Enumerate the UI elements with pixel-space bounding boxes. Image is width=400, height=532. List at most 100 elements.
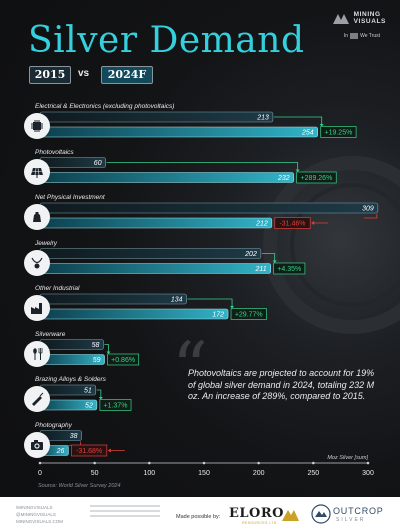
change-badge-circuit-chip bbox=[320, 126, 357, 138]
eloro-logo[interactable]: ELORO bbox=[229, 506, 285, 521]
x-tick-dot-6 bbox=[366, 461, 370, 465]
value-2015-spoon: 58 bbox=[92, 342, 100, 349]
change-badge-factory bbox=[230, 308, 267, 320]
eloro-mark-icon bbox=[282, 510, 299, 521]
bar-2015-factory bbox=[39, 293, 187, 305]
value-2024f-camera: 26 bbox=[56, 448, 65, 455]
change-label-circuit-chip: +19.25% bbox=[324, 130, 352, 137]
legend-2024f: 2024F bbox=[101, 66, 153, 84]
category-icon-circle bbox=[24, 249, 50, 276]
x-tick-label-0: 0 bbox=[38, 470, 42, 477]
source-note: Source: World Silver Survey 2024 bbox=[38, 483, 121, 489]
decor-ring bbox=[263, 156, 400, 334]
value-2015-necklace: 202 bbox=[244, 251, 257, 258]
solar-panel-icon bbox=[31, 167, 43, 178]
x-tick-label-1: 50 bbox=[91, 470, 99, 477]
bar-2015-circuit-chip bbox=[39, 111, 274, 123]
value-2024f-coins-bag: 212 bbox=[255, 221, 268, 228]
value-2024f-soldering: 52 bbox=[85, 403, 93, 410]
trust-tagline: In We Trust bbox=[344, 33, 380, 39]
change-label-necklace: +4.35% bbox=[277, 266, 301, 273]
trust-suffix: We Trust bbox=[360, 33, 380, 39]
value-2024f-factory: 172 bbox=[212, 312, 224, 319]
change-connector-factory bbox=[187, 298, 233, 308]
bar-2024f-solar-panel bbox=[39, 172, 294, 183]
category-label-camera: Photography bbox=[35, 421, 72, 429]
x-tick-label-4: 200 bbox=[253, 470, 265, 477]
camera-icon bbox=[31, 439, 43, 450]
change-badge-camera bbox=[71, 444, 108, 457]
bar-2024f-circuit-chip bbox=[39, 126, 319, 138]
necklace-icon bbox=[31, 257, 43, 268]
value-2015-solar-panel: 60 bbox=[94, 160, 102, 167]
x-tick-dot-2 bbox=[148, 461, 151, 465]
x-tick-label-2: 100 bbox=[143, 470, 155, 477]
category-icon-circle bbox=[24, 204, 50, 230]
category-label-necklace: Jewelry bbox=[35, 239, 58, 247]
change-connector-spoon bbox=[104, 344, 109, 354]
change-label-coins-bag: -31.46% bbox=[279, 221, 305, 228]
category-icon-circle bbox=[24, 113, 50, 139]
change-label-soldering: +1.37% bbox=[103, 403, 127, 410]
change-arrow-necklace bbox=[272, 260, 277, 263]
category-icon-circle bbox=[24, 158, 50, 185]
x-tick-dot-5 bbox=[312, 461, 315, 465]
brand-line-1: MINING bbox=[353, 11, 381, 18]
category-label-solar-panel: Photovoltaics bbox=[35, 148, 74, 156]
change-badge-spoon bbox=[107, 353, 140, 366]
value-2024f-necklace: 211 bbox=[255, 266, 267, 273]
x-axis-label: Moz Silver [sum] bbox=[327, 455, 368, 461]
category-icon-circle bbox=[24, 431, 50, 458]
change-connector-soldering bbox=[96, 389, 102, 399]
coins-bag-icon bbox=[33, 212, 41, 222]
bar-2024f-coins-bag bbox=[39, 217, 273, 229]
change-connector-solar-panel bbox=[106, 162, 299, 172]
change-badge-necklace bbox=[273, 262, 306, 275]
change-label-spoon: +0.86% bbox=[111, 357, 135, 364]
change-label-factory: +29.77% bbox=[235, 312, 263, 319]
change-connector-coins-bag bbox=[363, 214, 378, 219]
brand-logo: MINING VISUALS bbox=[332, 11, 386, 25]
factory-icon bbox=[31, 303, 42, 314]
change-badge-solar-panel bbox=[296, 171, 337, 184]
change-arrow-spoon bbox=[106, 351, 111, 354]
x-tick-label-5: 250 bbox=[307, 470, 319, 477]
legend-vs: vs bbox=[78, 68, 90, 79]
value-2015-circuit-chip: 213 bbox=[256, 115, 269, 122]
value-2024f-spoon: 59 bbox=[93, 357, 101, 364]
change-arrow-solar-panel bbox=[295, 169, 300, 172]
brand-line-2: VISUALS bbox=[353, 18, 386, 25]
made-by-label: Made possible by: bbox=[176, 514, 221, 520]
circuit-chip-icon bbox=[31, 120, 43, 132]
change-badge-coins-bag bbox=[274, 217, 311, 229]
category-label-factory: Other Industrial bbox=[35, 285, 80, 292]
quote-mark: “ bbox=[172, 327, 208, 409]
value-2024f-solar-panel: 232 bbox=[277, 175, 290, 182]
x-tick-label-3: 150 bbox=[198, 470, 210, 477]
mining-visuals-logo-icon bbox=[332, 14, 349, 24]
legend-2015: 2015 bbox=[29, 66, 71, 84]
bar-2015-coins-bag bbox=[39, 202, 379, 214]
change-arrow-coins-bag bbox=[311, 221, 315, 225]
category-icon-circle bbox=[24, 295, 50, 321]
category-label-circuit-chip: Electrical & Electronics (excluding phot… bbox=[35, 103, 175, 110]
trust-logo-icon bbox=[350, 33, 359, 39]
page-title: Silver Demand bbox=[28, 20, 305, 61]
change-arrow-factory bbox=[230, 306, 235, 309]
eloro-subtitle: RESOURCES LTD bbox=[242, 521, 277, 525]
change-badge-soldering bbox=[99, 399, 132, 411]
change-label-camera: -31.68% bbox=[76, 448, 102, 455]
footer: /MININGVISUALS @MININGVISUALS MININGVISU… bbox=[0, 497, 400, 532]
x-tick-label-6: 300 bbox=[362, 470, 374, 477]
x-tick-dot-0 bbox=[38, 461, 42, 465]
spoon-icon bbox=[33, 347, 43, 360]
category-label-soldering: Brazing Alloys & Solders bbox=[35, 376, 106, 383]
outcrop-logo[interactable]: OUTCROP bbox=[333, 506, 384, 516]
fine-print bbox=[90, 505, 160, 525]
x-tick-dot-3 bbox=[202, 461, 206, 465]
value-2015-coins-bag: 309 bbox=[362, 206, 374, 213]
decor-ring-inner bbox=[290, 183, 400, 307]
value-2015-soldering: 51 bbox=[84, 388, 92, 395]
brand-name: MINING VISUALS bbox=[354, 11, 386, 25]
change-arrow-camera bbox=[107, 448, 111, 453]
